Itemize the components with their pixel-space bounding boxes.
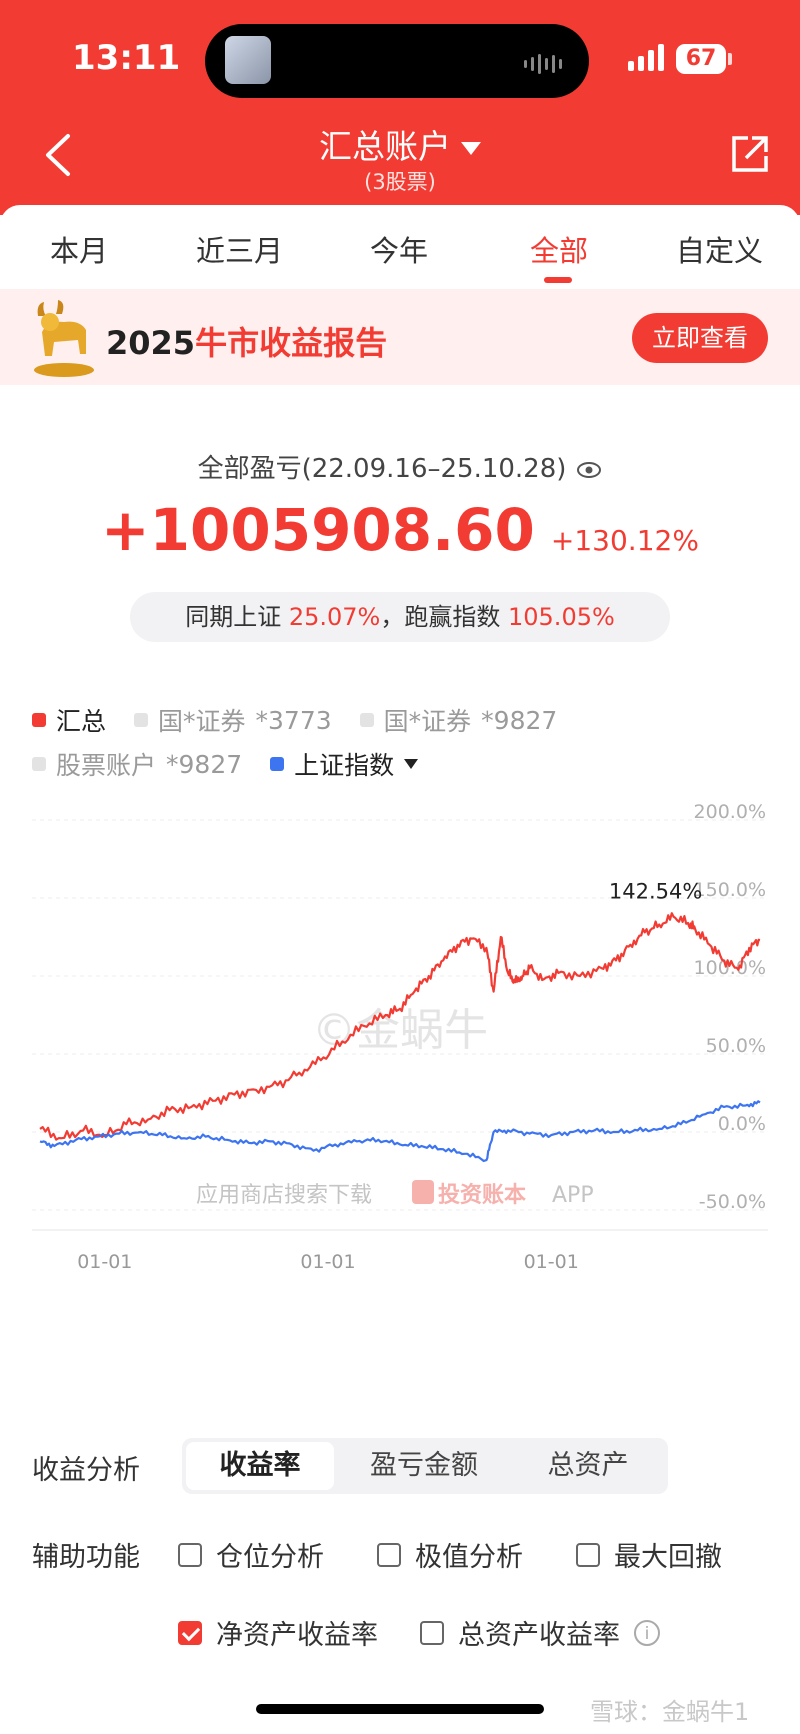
account-selector[interactable]: 汇总账户 xyxy=(0,120,800,168)
page-title: 汇总账户 xyxy=(319,127,451,166)
checkbox-net-asset-return[interactable]: 净资产收益率 xyxy=(178,1613,378,1652)
legend-row-1: 汇总 国*证券 *3773 国*证券 *9827 xyxy=(32,702,585,738)
page-subtitle: (3股票) xyxy=(364,170,436,194)
peak-label: 142.54% xyxy=(609,880,702,904)
y-tick-label: -50.0% xyxy=(699,1191,766,1213)
segment-total-assets[interactable]: 总资产 xyxy=(547,1450,629,1481)
eye-icon[interactable] xyxy=(576,460,602,480)
y-tick-label: 200.0% xyxy=(694,801,766,823)
battery-icon: 67 xyxy=(676,44,726,74)
y-tick-label: 100.0% xyxy=(694,957,766,979)
legend-item-sse-index[interactable]: 上证指数 xyxy=(270,746,419,782)
tab-custom[interactable]: 自定义 xyxy=(676,234,764,268)
y-tick-label: 0.0% xyxy=(718,1113,766,1135)
legend-swatch xyxy=(270,757,285,771)
legend-swatch xyxy=(359,713,374,727)
info-icon[interactable]: i xyxy=(634,1619,660,1646)
checkbox-box[interactable] xyxy=(178,1542,202,1567)
home-indicator[interactable] xyxy=(256,1704,544,1714)
checkbox-max-drawdown[interactable]: 最大回撤 xyxy=(576,1535,722,1574)
caret-down-icon xyxy=(461,142,481,155)
checkbox-total-asset-return[interactable]: 总资产收益率 i xyxy=(420,1613,660,1652)
app-logo-icon xyxy=(412,1180,434,1204)
period-label: 全部盈亏(22.09.16–25.10.28) xyxy=(0,448,800,485)
legend-item-summary[interactable]: 汇总 xyxy=(32,702,106,738)
legend-item-account-3773[interactable]: 国*证券 *3773 xyxy=(134,702,332,738)
golden-bull-icon xyxy=(34,300,94,377)
legend-swatch xyxy=(32,713,46,727)
status-time: 13:11 xyxy=(72,38,181,78)
checkbox-extreme-analysis[interactable]: 极值分析 xyxy=(377,1535,523,1574)
x-tick-label: 01-01 xyxy=(524,1251,579,1273)
footer-watermark: 雪球：金蜗牛1 xyxy=(590,1698,750,1726)
analysis-label: 收益分析 xyxy=(32,1455,140,1486)
back-button[interactable] xyxy=(38,128,82,182)
series-line-sse-index xyxy=(39,1100,761,1163)
return-chart[interactable]: 200.0% 150.0% 100.0% 50.0% 0.0% -50.0% 01-01 01… xyxy=(0,790,800,1360)
active-tab-indicator xyxy=(544,277,572,283)
tab-three-months[interactable]: 近三月 xyxy=(196,234,284,268)
index-comparison: 同期上证 25.07%，跑赢指数 105.05% xyxy=(130,592,670,642)
banner-title: 2025牛市收益报告 xyxy=(106,324,388,362)
legend-swatch xyxy=(32,757,46,771)
segment-pnl-amount[interactable]: 盈亏金额 xyxy=(370,1450,478,1481)
checkbox-box-checked[interactable] xyxy=(178,1620,202,1645)
checkbox-box[interactable] xyxy=(377,1542,401,1567)
tab-all[interactable]: 全部 xyxy=(530,234,589,268)
profit-amount: +1005908.60 xyxy=(101,496,535,564)
battery-cap xyxy=(728,53,732,65)
x-tick-label: 01-01 xyxy=(300,1251,355,1273)
chevron-left-icon xyxy=(46,134,70,176)
tab-this-year[interactable]: 今年 xyxy=(370,234,429,268)
share-icon xyxy=(732,136,768,172)
audio-wave-icon xyxy=(524,54,562,74)
download-watermark-brand: 投资账本 xyxy=(438,1183,526,1208)
tab-month[interactable]: 本月 xyxy=(50,234,109,268)
download-watermark-suffix: APP xyxy=(552,1183,594,1208)
view-report-button[interactable]: 立即查看 xyxy=(632,313,768,363)
series-line-summary xyxy=(39,912,761,1141)
caret-down-icon xyxy=(404,759,419,769)
y-tick-label: 150.0% xyxy=(694,879,766,901)
total-profit: +1005908.60 +130.12% xyxy=(0,496,800,564)
legend-swatch xyxy=(134,713,149,727)
legend-row-2: 股票账户 *9827 上证指数 xyxy=(32,746,446,782)
x-tick-label: 01-01 xyxy=(77,1251,132,1273)
checkbox-box[interactable] xyxy=(420,1620,444,1645)
download-watermark-prefix: 应用商店搜索下载 xyxy=(196,1183,372,1208)
checkbox-box[interactable] xyxy=(576,1542,600,1567)
legend-item-account-9827[interactable]: 国*证券 *9827 xyxy=(359,702,557,738)
signal-icon xyxy=(628,44,664,71)
chart-watermark: ©金蜗牛 xyxy=(312,1005,488,1056)
aux-label: 辅助功能 xyxy=(32,1542,140,1573)
checkbox-position-analysis[interactable]: 仓位分析 xyxy=(178,1535,324,1574)
share-button[interactable] xyxy=(728,132,772,176)
legend-item-stock-account[interactable]: 股票账户 *9827 xyxy=(32,746,242,782)
y-tick-label: 50.0% xyxy=(706,1035,766,1057)
segment-return-rate[interactable]: 收益率 xyxy=(186,1442,334,1490)
period-tabs xyxy=(0,205,800,289)
profit-percent: +130.12% xyxy=(550,524,699,557)
media-thumbnail[interactable] xyxy=(225,36,271,84)
